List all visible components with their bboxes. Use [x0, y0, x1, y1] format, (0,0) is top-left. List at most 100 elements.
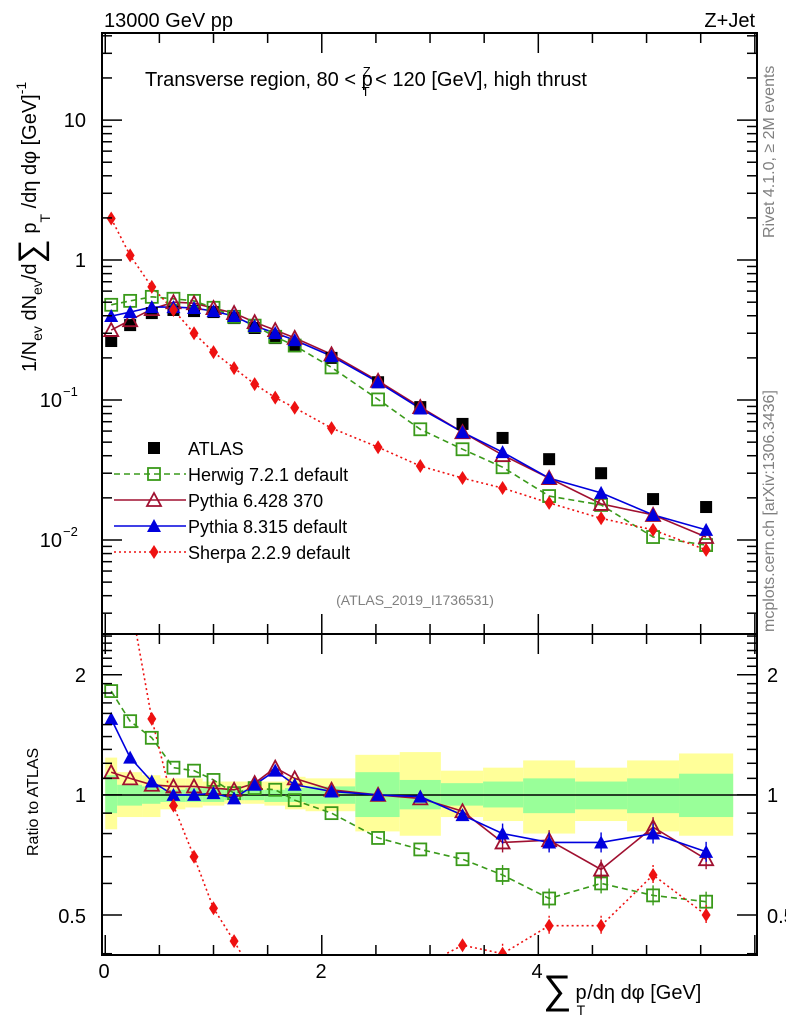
ratio-point-2-6: [227, 791, 242, 805]
ratio-point-2-4: [187, 787, 202, 801]
ratio-point-2-16: [594, 835, 609, 849]
legend-label: ATLAS: [188, 439, 244, 459]
data-point-4-11: [373, 440, 383, 455]
ratio-point-2-8: [268, 763, 283, 777]
y-tick-exp: −2: [63, 524, 78, 539]
data-point-1-16: [594, 498, 608, 512]
data-point-3-2: [144, 300, 159, 314]
rivet-label: Rivet 4.1.0, ≥ 2M events: [761, 66, 778, 238]
ratio-point-3-15: [544, 918, 554, 933]
ratio-point-1-16: [592, 860, 610, 877]
data-point-4-12: [415, 458, 425, 473]
ratio-point-3-11: [374, 991, 383, 1005]
ratio-point-0-1: [123, 714, 138, 729]
data-point-1-11: [371, 392, 385, 407]
data-point-0-1: [124, 319, 137, 332]
data-point-3-8: [268, 326, 283, 340]
ratio-point-2-17: [646, 826, 661, 840]
ratio-point-2-15: [542, 835, 557, 849]
ratio-point-1-1: [121, 769, 139, 786]
data-point-3-18: [699, 522, 714, 536]
data-point-4-15: [544, 495, 554, 510]
ratio-x-ticks: [104, 634, 756, 955]
main-panel: Transverse region, 80 < pZ T < 120 [GeV],…: [12, 32, 758, 635]
ratio-y-tick-label-1-right: 1: [767, 785, 778, 807]
ratio-point-3-4: [189, 849, 199, 864]
ratio-point-3-10: [327, 997, 336, 1011]
data-point-4-5: [209, 345, 219, 360]
ratio-point-0-9: [287, 793, 302, 808]
legend-marker: [147, 519, 161, 532]
data-point-0-17: [647, 493, 660, 506]
data-point-0-18: [700, 501, 713, 514]
legend-label: Herwig 7.2.1 default: [188, 465, 348, 485]
y-tick-base: 10: [40, 530, 62, 552]
y-tick-label-1: 1: [75, 250, 86, 272]
data-point-4-10: [327, 421, 337, 436]
ratio-y-tick-label-2: 2: [75, 665, 86, 687]
legend-marker: [148, 442, 160, 454]
legend-label: Pythia 6.428 370: [188, 491, 323, 511]
ratio-point-3-5: [209, 901, 219, 916]
ratio-point-3-7: [250, 970, 259, 984]
analysis-label: (ATLAS_2019_I1736531): [336, 592, 494, 608]
data-point-4-8: [270, 390, 280, 405]
ratio-point-1-14: [494, 833, 512, 850]
ratio-point-3-16: [596, 918, 606, 933]
ratio-point-3-18: [701, 908, 711, 923]
data-point-2-0: [102, 321, 120, 337]
data-point-0-15: [543, 453, 556, 466]
data-point-3-11: [371, 375, 386, 389]
data-point-3-6: [227, 309, 242, 323]
data-point-3-12: [413, 401, 428, 415]
ratio-y-axis-label: Ratio to ATLAS: [25, 748, 42, 856]
ratio-point-3-1: [126, 592, 135, 606]
legend: ATLAS Herwig 7.2.1 default Pythia 6.428 37…: [114, 439, 350, 563]
data-point-3-14: [495, 445, 510, 459]
ratio-point-2-10: [324, 784, 339, 798]
ratio-point-0-0: [104, 684, 119, 698]
ratio-y-tick-label-0.5: 0.5: [58, 906, 86, 928]
ratio-y-tick-label-0.5-right: 0.5: [767, 906, 786, 928]
header-right: Z+Jet: [704, 10, 755, 32]
ratio-point-2-7: [247, 777, 262, 791]
header-left: 13000 GeV pp: [104, 10, 233, 32]
ratio-point-2-13: [455, 808, 470, 822]
ratio-point-2-9: [287, 777, 302, 791]
ratio-point-3-13: [458, 938, 468, 953]
ratio-point-3-6: [229, 934, 239, 949]
ratio-point-0-4: [187, 763, 201, 778]
y-tick-label-0.01: 10 −2: [40, 524, 78, 552]
ratio-point-0-3: [166, 760, 181, 775]
stat-uncertainty-band: [627, 778, 680, 814]
ratio-panel: 2 1 0.5 2 1 0.5 Ratio to ATLAS 0 2 4 ∑pT…: [25, 592, 786, 1018]
data-point-4-14: [498, 481, 508, 496]
data-point-4-7: [250, 377, 260, 392]
ratio-point-0-8: [268, 782, 283, 797]
y-tick-label-0.1: 10 −1: [40, 384, 78, 412]
ratio-point-0-18: [699, 894, 714, 909]
main-y-axis-label: 1/Nev dNev/d∑ pT /dη dφ [GeV]-1: [12, 82, 53, 372]
ratio-point-0-2: [144, 730, 159, 745]
data-point-4-6: [229, 361, 239, 376]
legend-marker: [145, 491, 163, 507]
ratio-point-0-10: [324, 806, 339, 821]
ratio-point-2-2: [144, 774, 159, 788]
ratio-point-1-18: [697, 850, 715, 867]
data-point-3-13: [455, 425, 470, 439]
data-point-3-15: [542, 471, 557, 485]
data-point-3-7: [247, 318, 262, 332]
data-point-4-13: [458, 471, 468, 486]
ratio-point-2-11: [371, 787, 386, 801]
main-series-markers: [102, 211, 715, 557]
ratio-point-3-2: [147, 711, 157, 726]
data-point-3-10: [324, 349, 339, 363]
ratio-point-2-14: [495, 826, 510, 840]
legend-marker: [149, 545, 159, 559]
legend-label: Pythia 8.315 default: [188, 517, 347, 537]
x-axis-label: ∑ p T/dη dφ [GeV]: [543, 968, 701, 1018]
data-point-4-4: [189, 326, 199, 341]
ratio-point-2-1: [123, 750, 138, 764]
ratio-y-tick-label-2-right: 2: [767, 665, 778, 687]
data-point-4-1: [125, 248, 135, 263]
